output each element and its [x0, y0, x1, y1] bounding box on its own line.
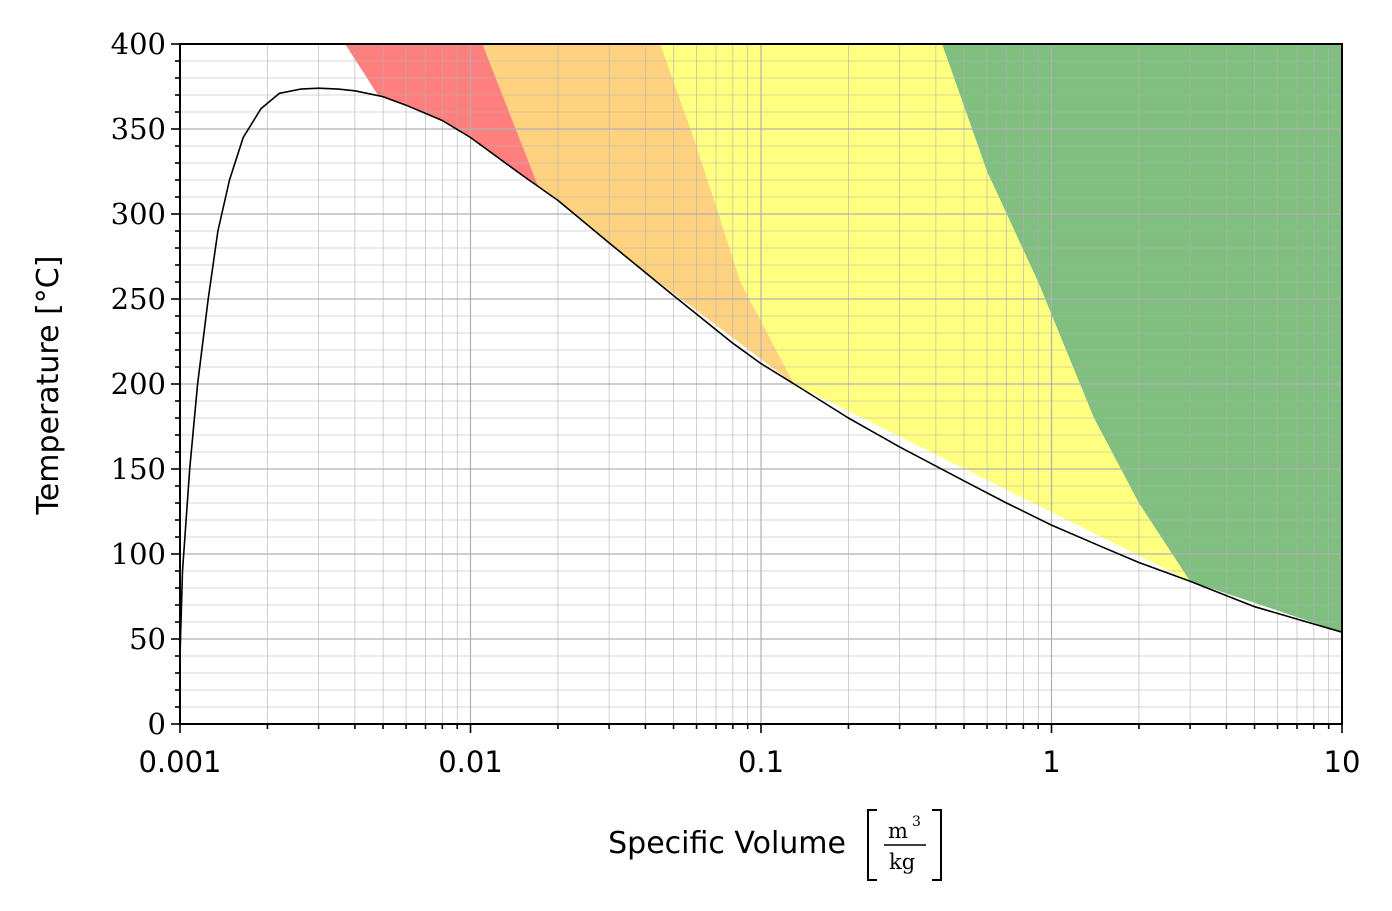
y-tick-label: 300 — [111, 197, 166, 231]
saturation-curve-layer — [179, 87, 1343, 657]
y-axis-title: Temperature [°C] — [31, 256, 66, 516]
y-tick-label: 200 — [111, 367, 166, 401]
x-tick-label: 1 — [1042, 745, 1060, 779]
axes — [171, 43, 1343, 733]
x-axis-title-group: Specific Volume m 3 kg — [608, 809, 942, 881]
region-4 — [942, 44, 1342, 633]
unit-left-bracket — [867, 809, 877, 881]
unit-numerator: m — [888, 819, 908, 843]
x-tick-label: 0.001 — [138, 745, 221, 779]
x-tick-label: 10 — [1324, 745, 1361, 779]
tick-labels: 0 50 100 150 200 250 300 350 400 0.001 0.01 0.1 1 10 — [111, 27, 1361, 779]
y-tick-label: 0 — [148, 707, 166, 741]
x-tick-label: 0.01 — [438, 745, 503, 779]
y-tick-label: 50 — [129, 622, 166, 656]
y-tick-label: 150 — [111, 452, 166, 486]
unit-right-bracket — [932, 809, 942, 881]
y-tick-label: 400 — [111, 27, 166, 61]
saturation-curve — [179, 87, 1343, 657]
x-axis-title: Specific Volume — [608, 826, 846, 861]
grid — [180, 44, 1342, 724]
y-tick-label: 350 — [111, 112, 166, 146]
x-tick-label: 0.1 — [738, 745, 784, 779]
y-tick-label: 250 — [111, 282, 166, 316]
region-3 — [660, 44, 1191, 582]
unit-exponent: 3 — [912, 814, 921, 830]
unit-denominator: kg — [889, 850, 915, 874]
y-tick-label: 100 — [111, 537, 166, 571]
